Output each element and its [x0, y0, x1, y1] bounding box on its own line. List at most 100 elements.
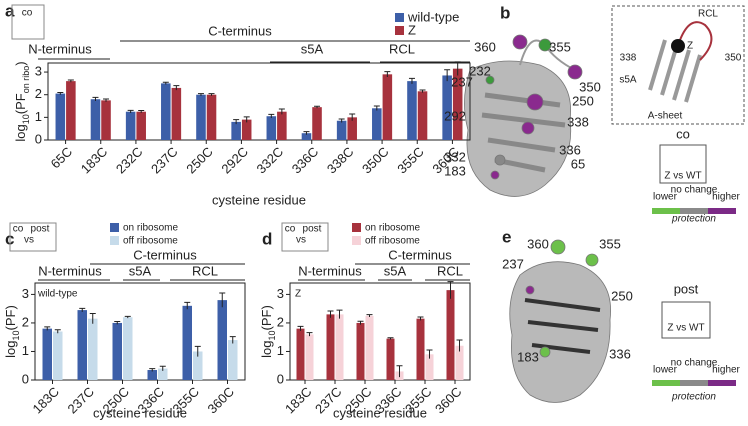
- error-bar: [184, 301, 191, 310]
- x-axis-label: cysteine residue: [333, 405, 427, 420]
- inset-text: vs: [24, 235, 34, 246]
- panel-label: a: [5, 1, 15, 20]
- y-axis-label: log10(PFon ribo): [13, 61, 31, 141]
- x-axis-label: cysteine residue: [93, 405, 187, 420]
- x-tick-label: 360C: [204, 384, 237, 417]
- y-label-part: (PF): [259, 305, 274, 330]
- residue-label: 355: [549, 39, 571, 54]
- region-label: C-terminus: [388, 247, 452, 262]
- error-bar: [417, 316, 424, 321]
- error-bar: [447, 281, 454, 299]
- residue-label: 232: [469, 63, 491, 78]
- bar: [101, 100, 111, 140]
- x-tick-label: 65C: [48, 144, 75, 171]
- region-label: s5A: [384, 263, 407, 278]
- error-bar: [194, 345, 201, 357]
- region-label: C-terminus: [133, 247, 197, 262]
- x-tick-label: 183C: [282, 384, 315, 417]
- error-bar: [173, 85, 180, 91]
- inset-rcl: [679, 21, 713, 61]
- error-bar: [54, 329, 61, 334]
- inset-sheet: [648, 39, 702, 103]
- residue-label: 237: [451, 74, 473, 89]
- panel-label: b: [500, 3, 510, 22]
- y-tick-label: 0: [22, 371, 29, 386]
- y-label-part: log: [13, 124, 28, 141]
- y-tick-label: 3: [22, 286, 29, 301]
- residue-sphere: [521, 121, 535, 135]
- error-bar: [138, 110, 145, 113]
- x-tick-label: 332C: [254, 144, 287, 177]
- inset-box: [9, 222, 57, 252]
- legend-swatch: [110, 236, 119, 245]
- scale-title: protection: [671, 214, 716, 225]
- inset-text: post: [31, 224, 50, 235]
- region-label: RCL: [192, 263, 218, 278]
- legend-label: on ribosome: [365, 223, 420, 234]
- residue-label: 350: [579, 79, 601, 94]
- error-bar: [149, 368, 156, 372]
- error-bar: [79, 307, 86, 312]
- bar: [231, 121, 241, 140]
- error-bar: [243, 116, 250, 123]
- plot-frame: [47, 62, 471, 141]
- scale-label: lower: [653, 365, 678, 376]
- residue-label: 237: [502, 256, 524, 271]
- x-tick-label: 183C: [29, 384, 62, 417]
- x-tick-label: 336C: [289, 144, 322, 177]
- residue-label: 338: [567, 114, 589, 129]
- y-tick-label: 3: [277, 286, 284, 301]
- legend-swatch: [352, 236, 361, 245]
- scale-swatch: [708, 208, 736, 214]
- scale-label: lower: [653, 192, 678, 203]
- error-bar: [408, 77, 415, 84]
- error-bar: [127, 109, 134, 114]
- y-tick-label: 0: [277, 371, 284, 386]
- y-axis-label: log10(PF): [3, 305, 21, 358]
- structure-e: [509, 239, 612, 403]
- bar: [182, 305, 192, 380]
- legend-swatch: [110, 223, 119, 232]
- residue-sphere: [526, 93, 544, 111]
- bar: [196, 94, 206, 140]
- residue-label: 183: [517, 349, 539, 364]
- inset-box: [281, 222, 329, 252]
- residue-sphere: [490, 170, 500, 180]
- bar: [125, 111, 136, 140]
- scale-swatch: [708, 380, 736, 386]
- residue-sphere: [550, 239, 566, 255]
- bar: [42, 328, 52, 380]
- bar: [326, 314, 335, 380]
- error-bar: [373, 105, 380, 111]
- error-bar: [229, 336, 236, 344]
- bar: [228, 340, 238, 380]
- bar: [158, 368, 168, 380]
- y-tick-label: 0: [35, 131, 42, 146]
- residue-sphere: [525, 285, 535, 295]
- bar: [386, 338, 395, 380]
- scale-swatch: [652, 380, 680, 386]
- inset-text: s5A: [619, 75, 637, 86]
- scale-swatch: [680, 208, 708, 214]
- bar: [171, 87, 182, 140]
- y-tick-label: 1: [277, 343, 284, 358]
- error-bar: [219, 292, 226, 308]
- region-label: N-terminus: [38, 263, 102, 278]
- bar: [335, 314, 344, 380]
- x-tick-label: 232C: [113, 144, 146, 177]
- bar: [382, 74, 393, 140]
- bar: [206, 94, 217, 140]
- bar: [425, 354, 434, 380]
- bar: [305, 334, 314, 380]
- y-label-part: ): [13, 61, 28, 65]
- inset-box: [611, 5, 745, 125]
- state-label: co: [676, 126, 690, 141]
- residue-label: 360: [474, 39, 496, 54]
- y-axis-label: log10(PF): [259, 305, 277, 358]
- bar: [442, 75, 452, 140]
- bar: [77, 310, 87, 380]
- bar: [123, 317, 133, 380]
- scale-label: no change: [671, 358, 718, 369]
- y-label-part: on ribo: [21, 66, 31, 94]
- y-tick-label: 2: [35, 86, 42, 101]
